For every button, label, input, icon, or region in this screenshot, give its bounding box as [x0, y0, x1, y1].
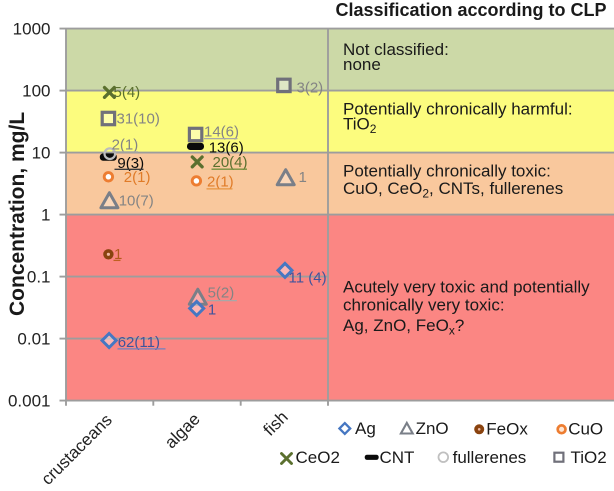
svg-text:Not classified:: Not classified:	[343, 40, 449, 59]
svg-text:1: 1	[208, 302, 216, 319]
svg-text:none: none	[343, 55, 381, 74]
svg-text:Classification according to CL: Classification according to CLP	[335, 0, 606, 20]
svg-text:0.001: 0.001	[8, 391, 51, 410]
svg-text:2(1): 2(1)	[112, 137, 139, 154]
svg-text:10: 10	[32, 143, 51, 162]
svg-text:9(3): 9(3)	[117, 155, 144, 172]
svg-text:10(7): 10(7)	[119, 193, 154, 210]
svg-text:CuO, CeO2, CNTs, fullerenes: CuO, CeO2, CNTs, fullerenes	[343, 179, 563, 201]
svg-text:2(1): 2(1)	[207, 174, 234, 191]
svg-text:11 (4): 11 (4)	[289, 270, 327, 287]
svg-text:Potentially chronically harmfu: Potentially chronically harmful:	[343, 100, 573, 119]
svg-text:Acutely very toxic and potenti: Acutely very toxic and potentially	[343, 278, 590, 297]
svg-text:13(6): 13(6)	[209, 139, 244, 156]
svg-text:1: 1	[114, 246, 122, 263]
svg-text:0.1: 0.1	[27, 267, 51, 286]
svg-text:ZnO: ZnO	[416, 419, 449, 438]
svg-text:1: 1	[41, 205, 50, 224]
svg-text:fullerenes: fullerenes	[453, 448, 527, 467]
svg-text:1000: 1000	[13, 19, 51, 38]
svg-text:Potentially chronically toxic:: Potentially chronically toxic:	[343, 161, 551, 180]
svg-text:Ag: Ag	[355, 419, 376, 438]
svg-text:0.01: 0.01	[17, 329, 50, 348]
svg-text:20(4): 20(4)	[213, 154, 248, 171]
svg-text:TiO2: TiO2	[343, 115, 377, 137]
svg-text:FeOx: FeOx	[486, 420, 528, 439]
svg-text:5(2): 5(2)	[208, 285, 235, 302]
svg-text:1: 1	[299, 169, 307, 186]
svg-text:31(10): 31(10)	[117, 111, 160, 128]
svg-text:Concentration, mg/L: Concentration, mg/L	[6, 112, 29, 316]
svg-text:100: 100	[22, 81, 50, 100]
svg-text:chronically very toxic:: chronically very toxic:	[343, 296, 505, 315]
svg-text:3(2): 3(2)	[297, 80, 324, 97]
svg-text:CeO2: CeO2	[296, 448, 340, 467]
svg-text:5(4): 5(4)	[114, 84, 141, 101]
svg-text:14(6): 14(6)	[204, 124, 239, 141]
svg-text:CuO: CuO	[568, 420, 603, 439]
svg-text:TiO2: TiO2	[571, 448, 607, 467]
svg-text:62(11): 62(11)	[118, 334, 160, 351]
svg-text:CNT: CNT	[380, 448, 415, 467]
svg-text:2(1): 2(1)	[124, 169, 151, 186]
svg-text:Ag, ZnO, FeOx?: Ag, ZnO, FeOx?	[343, 316, 464, 338]
